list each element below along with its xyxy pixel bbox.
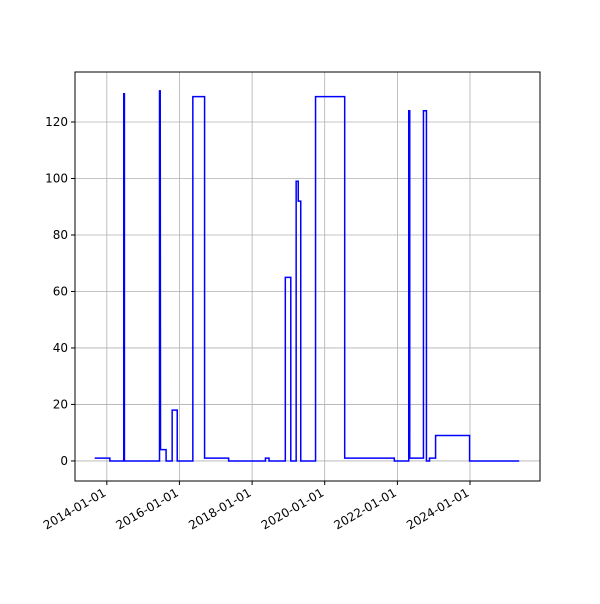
x-tick-label: 2016-01-01 (114, 485, 181, 532)
y-tick-label: 120 (45, 115, 68, 129)
x-tick-label: 2018-01-01 (186, 485, 253, 532)
x-tick-label: 2020-01-01 (259, 485, 326, 532)
x-tick-label: 2024-01-01 (404, 485, 471, 532)
x-tick-label: 2014-01-01 (41, 485, 108, 532)
x-tick-label: 2022-01-01 (331, 485, 398, 532)
y-tick-label: 80 (53, 228, 68, 242)
y-tick-label: 40 (53, 341, 68, 355)
y-tick-label: 60 (53, 284, 68, 298)
plot-frame (74, 71, 541, 482)
y-tick-label: 20 (53, 397, 68, 411)
y-tick-label: 0 (60, 454, 68, 468)
data-line (94, 90, 520, 462)
y-tick-label: 100 (45, 171, 68, 185)
